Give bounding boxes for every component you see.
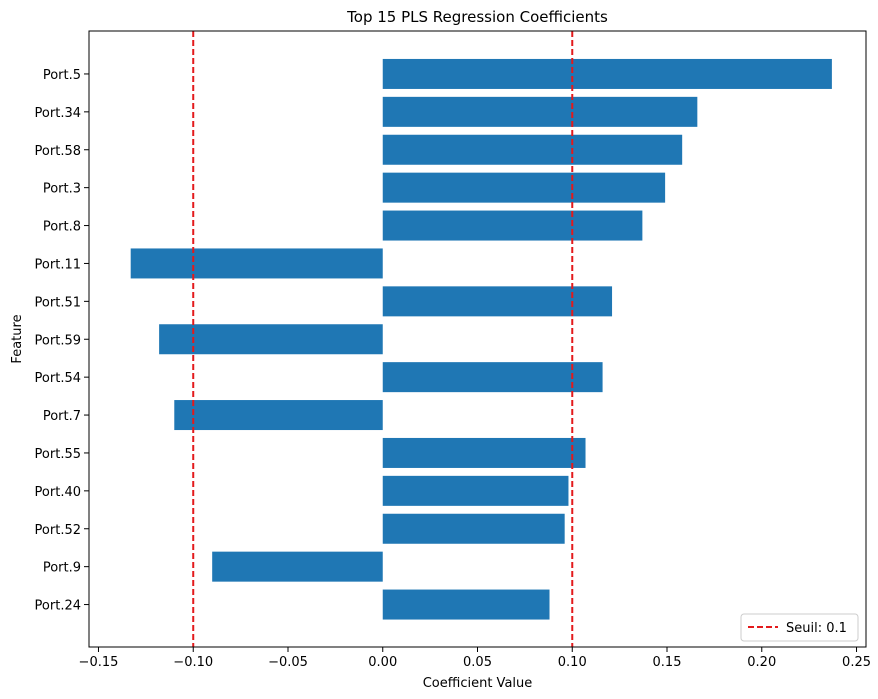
bar-port-34 <box>382 96 698 127</box>
y-tick-label: Port.54 <box>35 371 81 386</box>
y-tick-label: Port.7 <box>43 409 81 424</box>
x-tick-label: 0.20 <box>747 655 776 670</box>
x-tick-label: −0.15 <box>79 655 119 670</box>
y-tick-label: Port.55 <box>35 447 81 462</box>
y-axis-label: Feature <box>10 314 25 363</box>
x-tick-label: 0.00 <box>368 655 397 670</box>
y-tick-label: Port.3 <box>43 182 81 197</box>
bar-port-7 <box>174 400 383 431</box>
bar-port-9 <box>212 551 383 582</box>
legend-threshold-label: Seuil: 0.1 <box>786 621 847 636</box>
bar-port-5 <box>382 58 832 89</box>
bar-port-11 <box>130 248 383 279</box>
x-tick-label: 0.15 <box>653 655 682 670</box>
legend-box <box>740 613 859 642</box>
threshold-lines <box>192 31 574 647</box>
y-tick-label: Port.52 <box>35 523 81 538</box>
bar-port-40 <box>382 475 569 506</box>
bar-port-54 <box>382 362 603 393</box>
y-axis: Port.5 Port.34 Port.58 Port.3 Port.8 Port.11 P… <box>35 68 89 614</box>
x-tick-label: 0.05 <box>463 655 492 670</box>
bars-layer <box>130 58 832 620</box>
y-tick-label: Port.5 <box>43 68 81 83</box>
chart-title: Top 15 PLS Regression Coefficients <box>346 8 608 26</box>
bar-port-8 <box>382 210 643 241</box>
y-tick-label: Port.58 <box>35 144 81 159</box>
legend: Seuil: 0.1 <box>740 613 859 642</box>
y-tick-label: Port.8 <box>43 220 81 235</box>
bar-port-52 <box>382 513 565 544</box>
y-tick-label: Port.40 <box>35 485 81 500</box>
y-tick-label: Port.9 <box>43 561 81 576</box>
bar-port-59 <box>159 324 383 355</box>
bar-port-55 <box>382 437 586 468</box>
x-axis: −0.15 −0.10 −0.05 0.00 0.05 0.10 0.15 0.20 0.25 <box>79 647 871 670</box>
bar-port-51 <box>382 286 613 317</box>
x-tick-label: 0.10 <box>558 655 587 670</box>
x-tick-label: 0.25 <box>842 655 871 670</box>
x-axis-label: Coefficient Value <box>423 676 533 691</box>
y-tick-label: Port.34 <box>35 106 81 121</box>
y-tick-label: Port.11 <box>35 257 81 272</box>
x-tick-label: −0.10 <box>173 655 213 670</box>
bar-port-24 <box>382 589 550 620</box>
y-tick-label: Port.24 <box>35 599 81 614</box>
x-tick-label: −0.05 <box>268 655 308 670</box>
bar-port-58 <box>382 134 683 165</box>
y-tick-label: Port.59 <box>35 333 81 348</box>
y-tick-label: Port.51 <box>35 295 81 310</box>
bar-port-3 <box>382 172 666 203</box>
